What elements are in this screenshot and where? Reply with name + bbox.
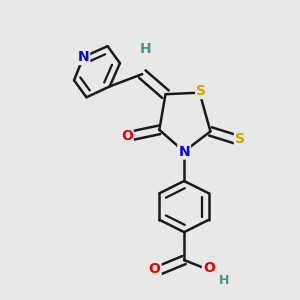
Text: S: S: [235, 132, 245, 146]
Text: O: O: [121, 129, 133, 143]
Text: N: N: [178, 145, 190, 158]
Text: O: O: [203, 261, 215, 275]
Text: O: O: [149, 262, 161, 276]
Text: H: H: [140, 42, 151, 56]
Text: H: H: [219, 274, 230, 287]
Text: N: N: [78, 50, 89, 64]
Text: S: S: [196, 84, 206, 98]
